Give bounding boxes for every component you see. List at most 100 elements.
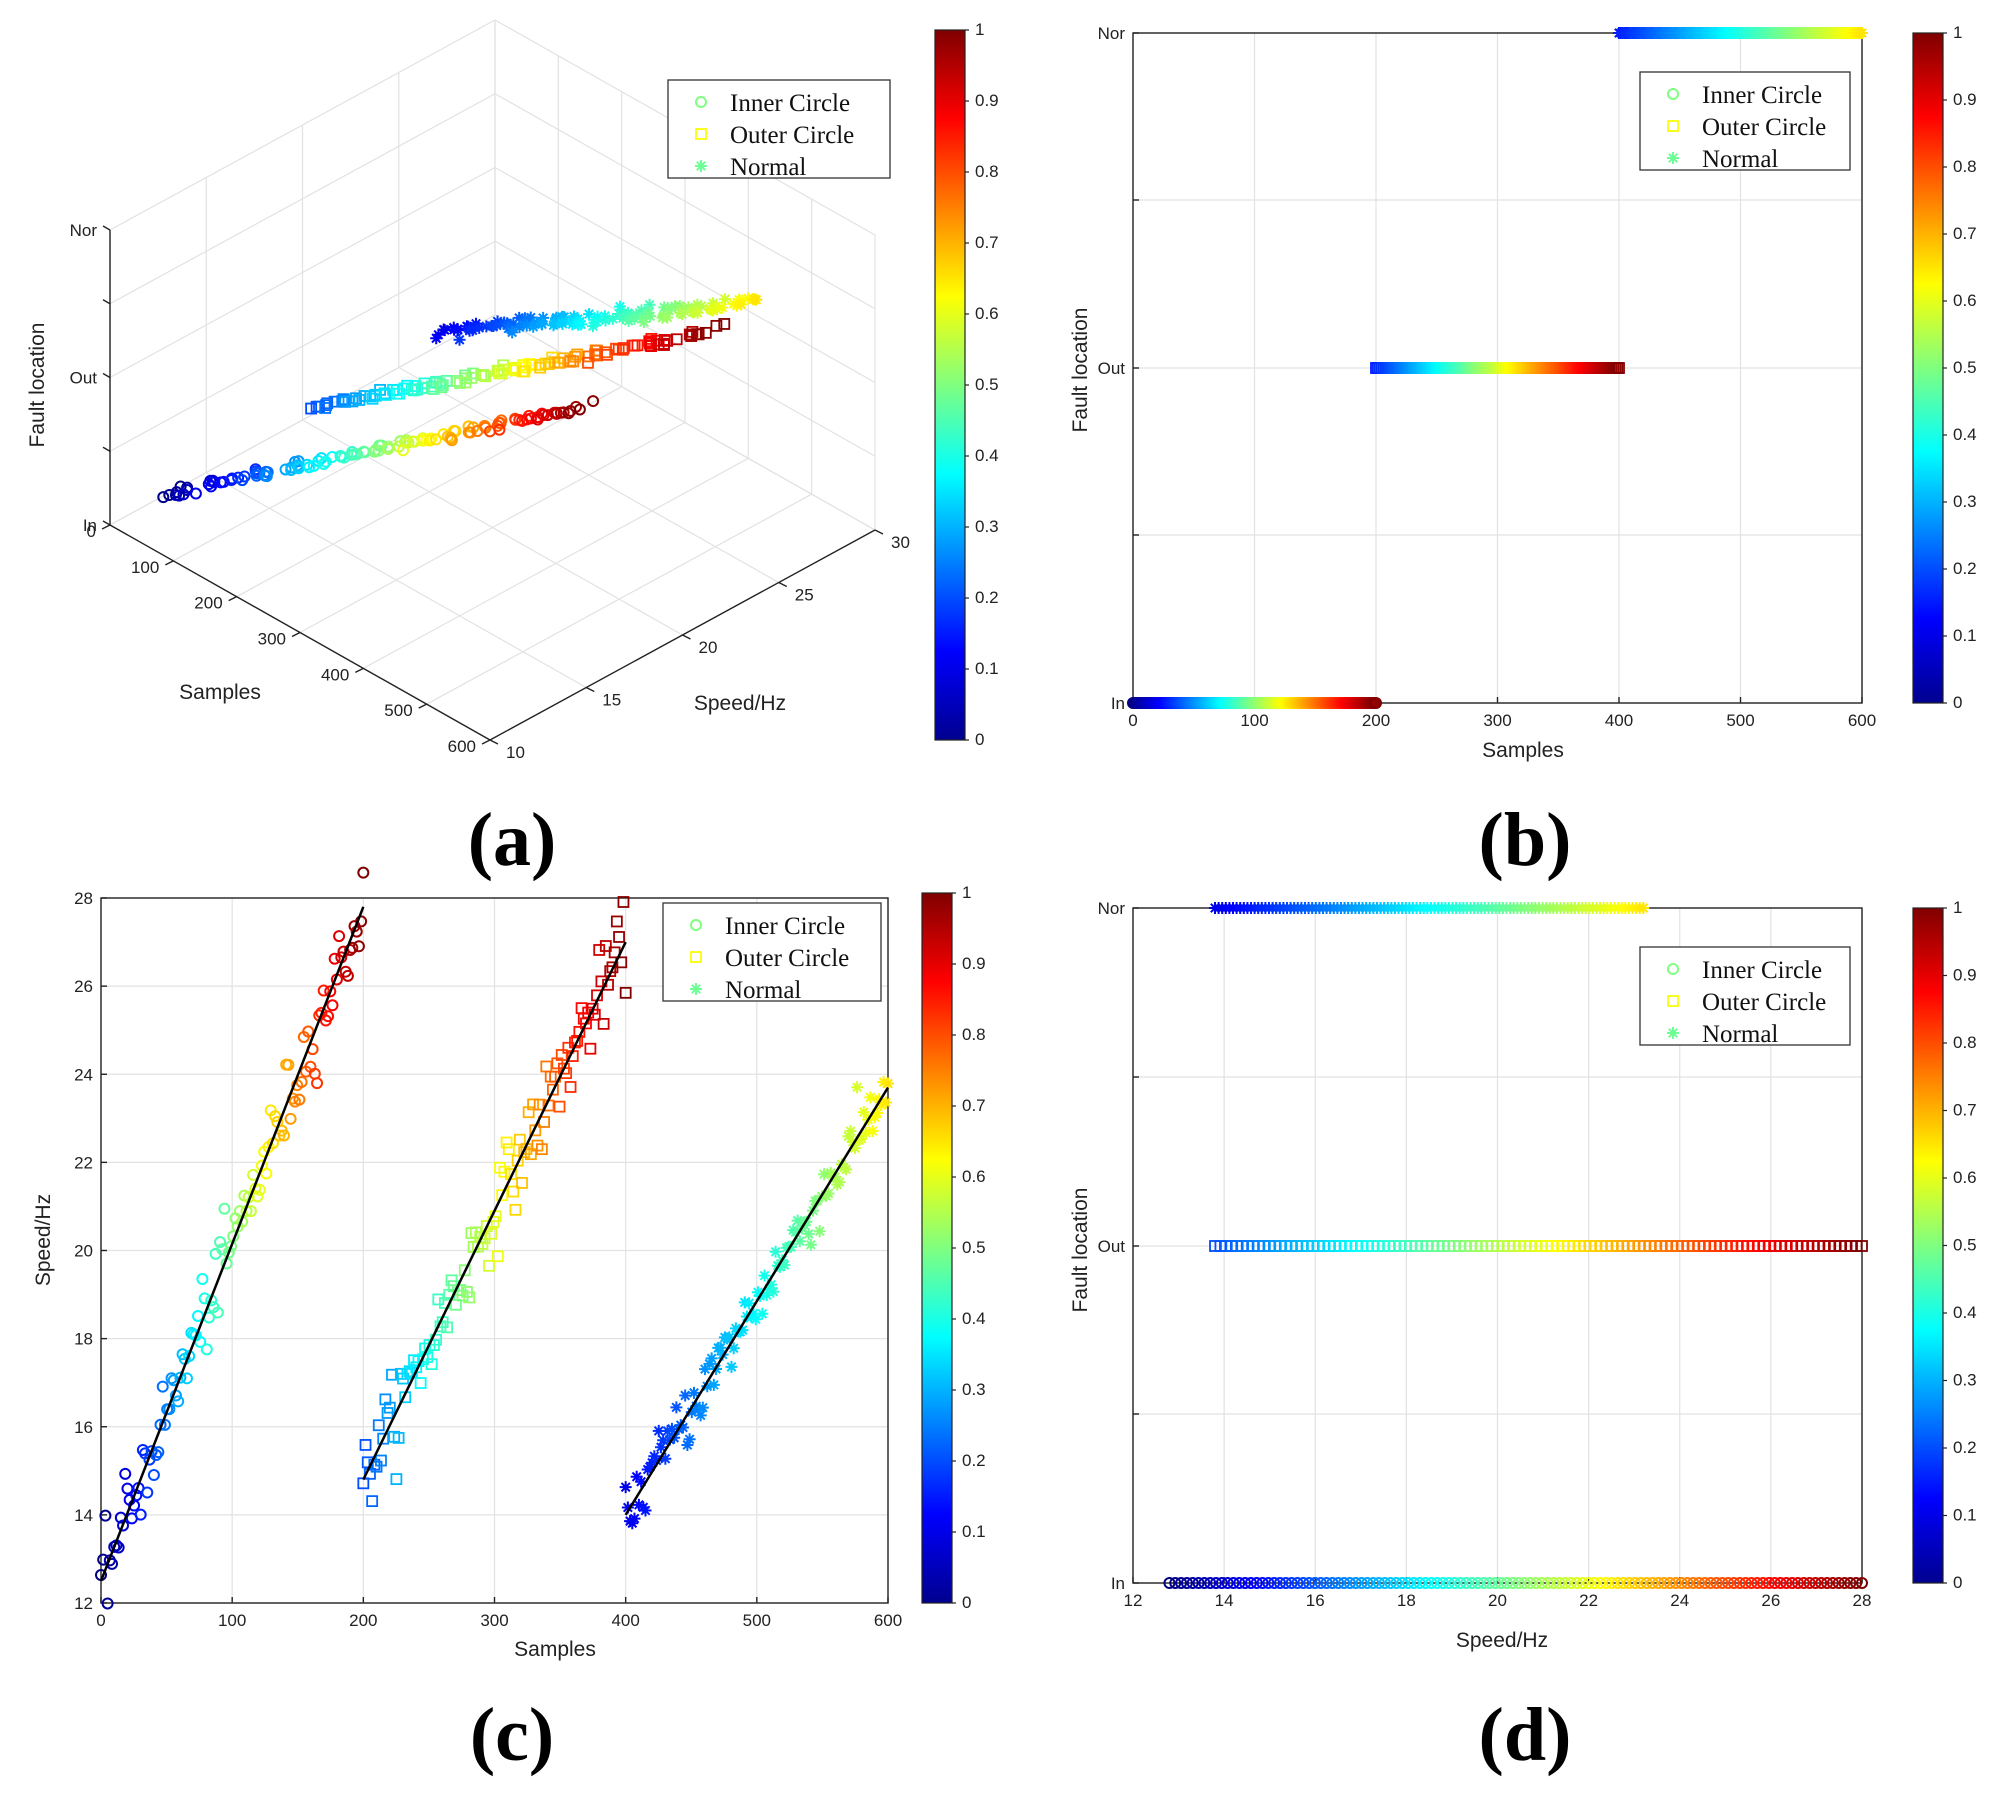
panel-d-point-inner-circle: [1780, 1577, 1793, 1589]
panel-c-ytick-label: 24: [74, 1065, 93, 1084]
panel-c-point-inner-circle: [214, 1236, 227, 1249]
panel-a-point-inner-circle: [279, 463, 292, 476]
panel-c-point-normal: [882, 1077, 894, 1090]
panel-a-point-inner-circle: [202, 478, 215, 491]
panel-a-wall-grid: [109, 240, 496, 452]
panel-c-ytick-label: 28: [74, 889, 93, 908]
panel-c-point-normal: [621, 1501, 634, 1514]
panel-a-legend-entry-1: Inner Circle: [730, 90, 850, 117]
panel-d-xtick-label: 14: [1215, 1591, 1234, 1610]
panel-b-ytick-label: In: [1111, 694, 1125, 713]
panel-c-legend: Inner Circle Outer Circle Normal: [662, 902, 882, 1004]
panel-c-point-normal: [736, 1324, 749, 1337]
panel-c-point-normal: [859, 1126, 872, 1139]
panel-c-point-outer-circle: [571, 1034, 584, 1047]
panel-c-point-normal: [628, 1512, 641, 1525]
panel-b-xtick-label: 100: [1240, 711, 1268, 730]
panel-c-point-outer-circle: [500, 1136, 513, 1149]
panel-b-legend-entry-1: Inner Circle: [1702, 82, 1822, 109]
panel-a-samples-tick-label: 200: [194, 594, 222, 613]
panel-a-point-outer-circle: [718, 318, 731, 330]
panel-c-point-inner-circle: [200, 1343, 213, 1356]
panel-c-point-inner-circle: [211, 1306, 224, 1319]
panel-d-point-inner-circle: [1338, 1577, 1351, 1589]
panel-c-point-normal: [873, 1093, 886, 1106]
panel-c-point-normal: [769, 1245, 782, 1258]
panel-a-point-inner-circle: [464, 426, 477, 439]
panel-c-point-normal: [813, 1225, 826, 1238]
panel-c-point-outer-circle: [390, 1473, 403, 1486]
panel-c-point-inner-circle: [121, 1482, 134, 1495]
panel-a-wall-grid: [109, 166, 496, 379]
panel-c-point-normal: [654, 1441, 667, 1454]
panel-d-point-inner-circle: [1367, 1577, 1380, 1589]
panel-c-colorbar-tick-label: 0.8: [962, 1025, 986, 1044]
panel-d-point-inner-circle: [1390, 1577, 1403, 1589]
panel-a-point-inner-circle: [301, 458, 314, 471]
panel-d-xtick-label: 16: [1306, 1591, 1325, 1610]
panel-c-point-outer-circle: [516, 1177, 528, 1189]
panel-c-point-inner-circle: [147, 1469, 160, 1482]
panel-a-point-normal: [536, 318, 549, 331]
panel-a-point-inner-circle: [430, 433, 443, 446]
panel-d-colorbar-tick-label: 0.1: [1953, 1506, 1977, 1525]
panel-a-samples-tick: [165, 560, 174, 566]
panel-c-point-normal: [630, 1470, 643, 1483]
panel-d-point-inner-circle: [1512, 1577, 1525, 1589]
panel-c-ytick-label: 18: [74, 1330, 93, 1349]
panel-c-point-inner-circle: [152, 1446, 165, 1459]
panel-a-wall-grid: [109, 19, 496, 231]
panel-d-point-inner-circle: [1500, 1577, 1513, 1589]
panel-c-point-inner-circle: [317, 984, 330, 997]
panel-b-label: (b): [1479, 798, 1572, 882]
panel-c-axes-frame: [100, 897, 889, 1604]
panel-c-point-normal: [648, 1450, 661, 1463]
panel-c-point-normal: [822, 1187, 835, 1200]
panel-d-colorbar-tick-label: 0.2: [1953, 1438, 1977, 1457]
panel-c-colorbar-strip: [921, 892, 953, 1604]
panel-b-colorbar-tick-label: 0.5: [1953, 358, 1977, 377]
panel-a-point-outer-circle: [582, 356, 594, 369]
panel-d-point-inner-circle: [1303, 1577, 1316, 1589]
panel-d-colorbar-tick-label: 0.9: [1953, 966, 1977, 985]
panel-a-point-inner-circle: [444, 432, 457, 445]
panel-c-point-normal: [840, 1163, 853, 1176]
panel-d-point-outer-circle: [1856, 1240, 1868, 1252]
panel-c-fit-line-3: [624, 1086, 890, 1516]
panel-c-point-normal: [778, 1259, 791, 1272]
panel-c-point-inner-circle: [326, 999, 339, 1012]
panel-d-point-inner-circle: [1757, 1577, 1770, 1589]
panel-a-point-outer-circle: [670, 333, 683, 346]
panel-d-colorbar-tick-label: 0.5: [1953, 1236, 1977, 1255]
panel-a-point-normal: [711, 303, 724, 316]
panel-c-point-normal: [846, 1135, 859, 1148]
panel-a-colorbar-tick-label: 0.1: [975, 659, 999, 678]
panel-d-point-inner-circle: [1297, 1577, 1310, 1589]
panel-a-point-normal: [695, 300, 708, 313]
panel-c-ytick-label: 26: [74, 977, 93, 996]
panel-b-xtick-label: 500: [1726, 711, 1754, 730]
panel-a-point-normal: [438, 324, 451, 337]
panel-a-point-inner-circle: [423, 434, 436, 447]
panel-c-point-normal: [657, 1434, 670, 1447]
panel-d-colorbar-tick-label: 0.7: [1953, 1101, 1977, 1120]
panel-d-point-inner-circle: [1821, 1577, 1834, 1589]
panel-a-samples-tick-label: 500: [384, 701, 412, 720]
panel-c-point-normal: [864, 1091, 877, 1104]
panel-c-point-normal: [749, 1313, 762, 1326]
panel-d-point-inner-circle: [1175, 1577, 1188, 1589]
panel-d-point-inner-circle: [1262, 1577, 1275, 1589]
panel-a-colorbar-tick-label: 0.6: [975, 304, 999, 323]
panel-c-point-normal: [758, 1269, 771, 1282]
panel-c-point-normal: [866, 1125, 879, 1138]
panel-d-scatter: 12 14 16 18 20 22 24 26 28 In Out Nor Speed/Hz Faul…: [1069, 898, 1977, 1777]
panel-d-point-inner-circle: [1617, 1577, 1630, 1589]
panel-d-point-inner-circle: [1547, 1577, 1560, 1589]
panel-c-point-outer-circle: [377, 1432, 390, 1445]
panel-c-point-outer-circle: [547, 1083, 559, 1096]
panel-d-point-inner-circle: [1332, 1577, 1345, 1589]
panel-c-point-outer-circle: [599, 940, 612, 952]
panel-d-xtick-label: 12: [1124, 1591, 1143, 1610]
panel-a-point-normal: [606, 312, 619, 325]
panel-c-legend-entry-1: Inner Circle: [725, 913, 845, 940]
